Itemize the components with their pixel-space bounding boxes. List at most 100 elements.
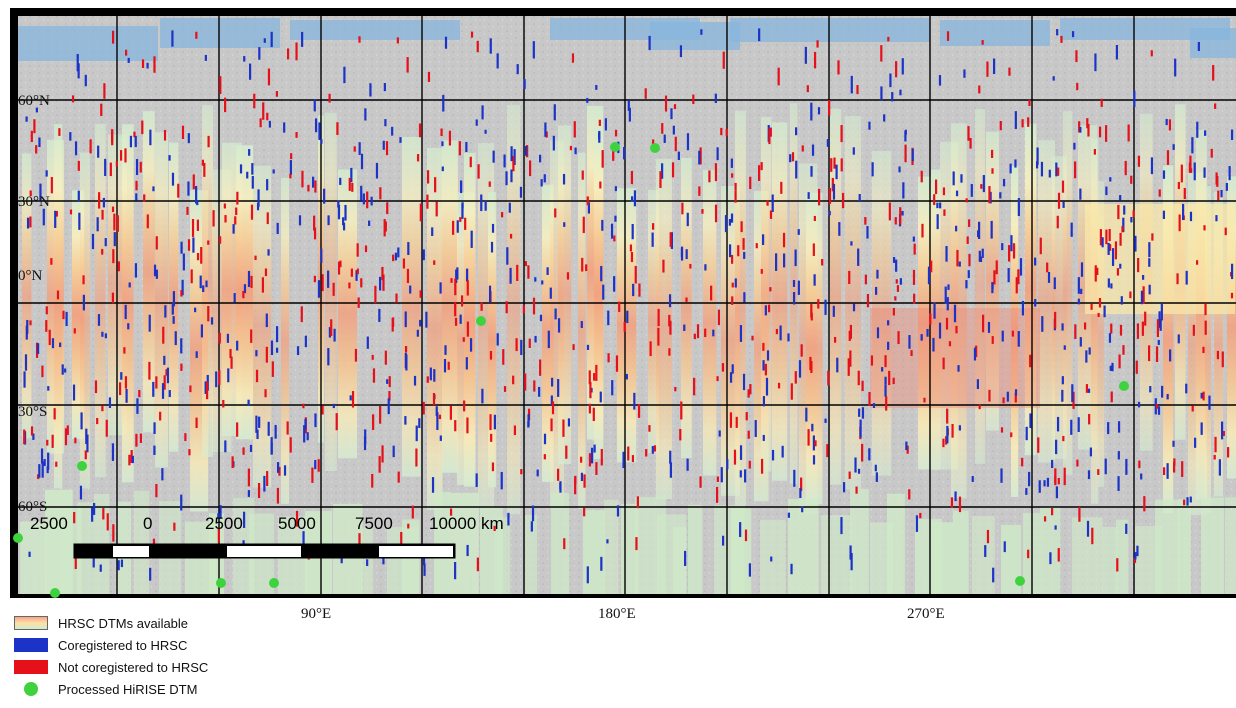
not-coregistered-footprint [1138, 460, 1141, 469]
coregistered-footprint [500, 471, 503, 490]
coregistered-footprint [720, 467, 723, 483]
hrsc-strip [986, 131, 999, 431]
coregistered-footprint [530, 521, 533, 532]
coregistered-footprint [215, 371, 218, 388]
coregistered-footprint [1010, 235, 1013, 252]
coregistered-footprint [875, 472, 878, 482]
coregistered-footprint [601, 219, 604, 231]
not-coregistered-footprint [748, 460, 751, 469]
coregistered-footprint [510, 169, 513, 183]
coregistered-footprint [272, 169, 275, 174]
coregistered-footprint [516, 64, 519, 75]
coregistered-footprint [1203, 167, 1206, 178]
not-coregistered-footprint [942, 187, 946, 196]
coregistered-footprint [992, 58, 996, 75]
not-coregistered-footprint [58, 128, 61, 136]
not-coregistered-footprint [866, 293, 870, 308]
not-coregistered-footprint [378, 456, 381, 473]
not-coregistered-footprint [422, 401, 425, 415]
scale-label-7500: 7500 [355, 514, 393, 533]
not-coregistered-footprint [828, 100, 831, 116]
not-coregistered-footprint [923, 397, 926, 403]
coregistered-footprint [439, 282, 442, 294]
not-coregistered-footprint [956, 249, 959, 267]
coregistered-footprint [382, 556, 385, 565]
hrsc-strip [402, 136, 421, 477]
not-coregistered-footprint [920, 170, 923, 183]
coregistered-footprint [134, 263, 138, 278]
coregistered-footprint [456, 220, 459, 233]
not-coregistered-footprint [1098, 126, 1102, 138]
not-coregistered-footprint [919, 512, 922, 519]
not-coregistered-footprint [708, 170, 711, 183]
coregistered-footprint [439, 435, 442, 441]
coregistered-footprint [202, 285, 205, 293]
coregistered-footprint [992, 567, 995, 583]
not-coregistered-footprint [115, 161, 118, 167]
not-coregistered-footprint [374, 285, 377, 304]
not-coregistered-footprint [192, 174, 195, 190]
not-coregistered-footprint [411, 505, 414, 519]
not-coregistered-footprint [159, 411, 162, 421]
not-coregistered-footprint [386, 202, 389, 215]
not-coregistered-footprint [673, 104, 677, 110]
coregistered-footprint [441, 141, 444, 147]
not-coregistered-footprint [426, 170, 430, 184]
not-coregistered-footprint [286, 48, 290, 60]
not-coregistered-footprint [945, 317, 949, 330]
coregistered-footprint [124, 304, 127, 320]
coregistered-footprint [23, 371, 26, 388]
coregistered-footprint [397, 247, 400, 258]
not-coregistered-footprint [1057, 167, 1060, 176]
coregistered-footprint [1109, 177, 1112, 182]
not-coregistered-footprint [653, 445, 657, 452]
coregistered-footprint [435, 406, 438, 416]
coregistered-footprint [97, 145, 100, 158]
not-coregistered-footprint [101, 405, 104, 412]
coregistered-footprint [1025, 426, 1028, 441]
not-coregistered-footprint [550, 418, 553, 432]
not-coregistered-footprint [571, 53, 575, 63]
not-coregistered-footprint [1202, 391, 1205, 401]
not-coregistered-footprint [981, 40, 984, 45]
not-coregistered-footprint [644, 88, 647, 99]
not-coregistered-footprint [1076, 459, 1079, 467]
not-coregistered-footprint [64, 428, 68, 446]
coregistered-footprint [366, 336, 369, 349]
not-coregistered-footprint [569, 145, 573, 151]
hrsc-strip [931, 169, 941, 470]
not-coregistered-footprint [1181, 461, 1184, 477]
coregistered-footprint [247, 270, 251, 288]
not-coregistered-footprint [229, 348, 232, 359]
coregistered-footprint [1200, 422, 1203, 435]
not-coregistered-footprint [623, 321, 626, 332]
hrsc-strip [870, 308, 1040, 408]
not-coregistered-footprint [300, 306, 303, 323]
coregistered-footprint [832, 305, 835, 317]
not-coregistered-footprint [391, 317, 394, 332]
coregistered-footprint [465, 141, 468, 153]
coregistered-footprint [1196, 121, 1199, 138]
coregistered-footprint [982, 175, 985, 193]
coregistered-footprint [1159, 318, 1162, 331]
legend-label-coregistered: Coregistered to HRSC [58, 637, 188, 653]
not-coregistered-footprint [1093, 148, 1096, 155]
coregistered-footprint [1000, 468, 1003, 483]
south-coverage-strip [788, 499, 819, 594]
not-coregistered-footprint [153, 56, 156, 73]
lat-label-30s: 30°S [18, 404, 47, 420]
mars-global-map[interactable]: 60°N 30°N 0°N 30°S 60°S 2500 0 2500 5000… [10, 8, 1236, 598]
lat-label-30n: 30°N [18, 194, 50, 210]
coregistered-footprint [611, 380, 614, 396]
not-coregistered-footprint [906, 445, 909, 454]
not-coregistered-footprint [392, 254, 395, 262]
not-coregistered-footprint [388, 391, 391, 401]
coregistered-footprint [46, 466, 49, 474]
coregistered-footprint [1001, 243, 1004, 251]
lon-label-270e: 270°E [907, 606, 945, 622]
not-coregistered-footprint [139, 433, 143, 443]
coregistered-footprint [274, 424, 277, 439]
coregistered-footprint [852, 303, 856, 312]
not-coregistered-footprint [1144, 311, 1147, 326]
not-coregistered-footprint [1135, 360, 1138, 374]
